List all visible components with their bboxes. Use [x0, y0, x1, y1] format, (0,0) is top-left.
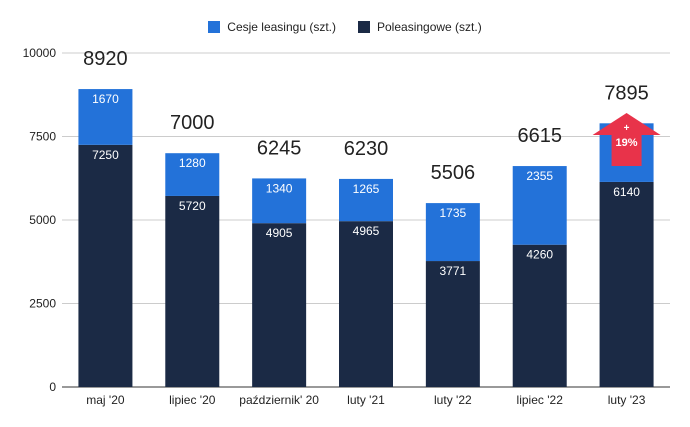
legend-item-poleasingowe: Poleasingowe (szt.) — [358, 20, 482, 34]
bar-poleasingowe — [599, 181, 654, 387]
y-tick-label: 7500 — [29, 130, 56, 144]
data-label-cesje: 1340 — [266, 181, 293, 195]
y-tick-label: 5000 — [29, 213, 56, 227]
data-label-poleasingowe: 4965 — [353, 224, 380, 238]
data-label-poleasingowe: 5720 — [179, 199, 206, 213]
x-tick-label: październik' 20 — [239, 393, 319, 407]
data-label-poleasingowe: 6140 — [613, 185, 640, 199]
x-tick-label: luty '23 — [608, 393, 646, 407]
bar-cesje — [339, 178, 393, 222]
chart-legend: Cesje leasingu (szt.) Poleasingowe (szt.… — [0, 17, 690, 37]
y-tick-label: 10000 — [23, 46, 57, 60]
data-label-cesje: 1265 — [353, 182, 380, 196]
data-label-cesje: 1280 — [179, 156, 206, 170]
data-label-cesje: 1670 — [92, 92, 119, 106]
x-tick-label: luty '22 — [434, 393, 472, 407]
y-tick-label: 2500 — [29, 297, 56, 311]
bar-poleasingowe — [425, 261, 480, 387]
data-label-poleasingowe: 3771 — [440, 264, 467, 278]
annotation-text-plus: + — [624, 123, 630, 134]
data-label-poleasingowe: 4905 — [266, 226, 293, 240]
x-tick-label: lipiec '22 — [517, 393, 564, 407]
bar-poleasingowe — [252, 223, 307, 387]
bar-poleasingowe — [78, 144, 133, 387]
total-label: 6245 — [257, 137, 302, 159]
total-label: 7895 — [604, 82, 649, 104]
data-label-cesje: 2355 — [526, 169, 553, 183]
annotation-text-percent: 19% — [616, 137, 638, 149]
legend-label-cesje: Cesje leasingu (szt.) — [227, 20, 336, 34]
x-tick-label: maj '20 — [86, 393, 125, 407]
bar-cesje — [425, 203, 480, 262]
legend-swatch-cesje — [208, 21, 221, 33]
legend-label-poleasingowe: Poleasingowe (szt.) — [377, 20, 482, 34]
data-label-poleasingowe: 7250 — [92, 148, 119, 162]
bar-poleasingowe — [512, 244, 567, 387]
x-tick-label: lipiec '20 — [169, 393, 216, 407]
bar-poleasingowe — [165, 195, 220, 387]
bar-cesje — [165, 153, 220, 196]
bar-poleasingowe — [339, 221, 393, 387]
total-label: 7000 — [170, 112, 215, 134]
total-label: 6230 — [344, 138, 389, 160]
legend-swatch-poleasingowe — [358, 21, 370, 33]
legend-item-cesje: Cesje leasingu (szt.) — [208, 20, 336, 34]
data-label-poleasingowe: 4260 — [526, 248, 553, 262]
x-tick-label: luty '21 — [347, 393, 385, 407]
y-tick-label: 0 — [49, 380, 56, 394]
bar-cesje — [78, 89, 133, 145]
total-label: 8920 — [83, 48, 128, 70]
bar-cesje — [252, 178, 307, 224]
bar-cesje — [512, 166, 567, 245]
total-label: 6615 — [517, 125, 562, 147]
data-label-cesje: 1735 — [440, 206, 467, 220]
total-label: 5506 — [431, 162, 476, 184]
increase-arrow-icon — [592, 113, 661, 166]
